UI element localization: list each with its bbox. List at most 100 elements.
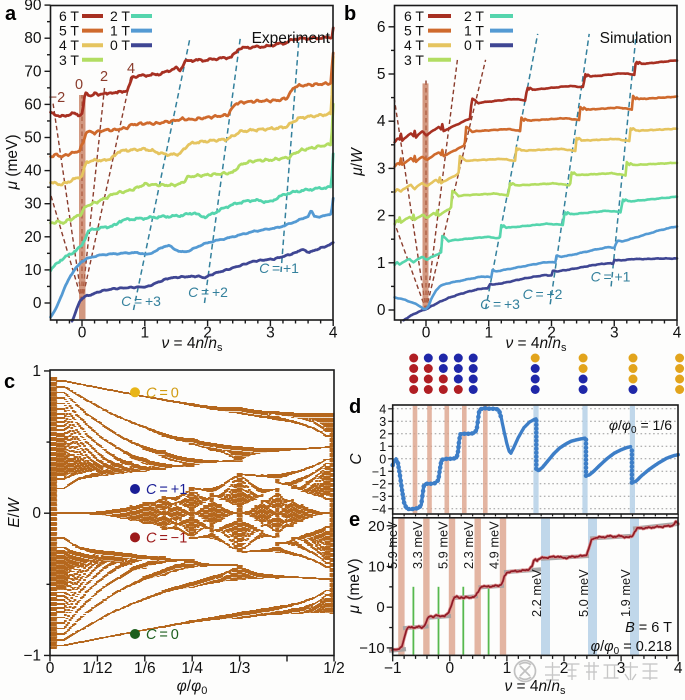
svg-text:4: 4 [674,660,683,677]
svg-text:1: 1 [503,660,512,677]
svg-text:ν = 4n/ns: ν = 4n/ns [504,678,566,697]
svg-text:1 T: 1 T [110,23,130,39]
svg-text:1 T: 1 T [464,23,484,39]
svg-text:C = +1: C = +1 [146,482,187,498]
svg-text:C = +2: C = +2 [188,284,228,300]
svg-text:5 T: 5 T [404,23,424,39]
svg-text:ν = 4n/ns: ν = 4n/ns [161,335,223,354]
svg-text:0 T: 0 T [464,37,484,53]
svg-text:C = +1: C = +1 [259,260,299,276]
svg-text:1: 1 [484,325,493,342]
svg-text:1: 1 [379,440,386,454]
svg-text:50: 50 [24,130,42,147]
svg-text:2: 2 [377,208,386,225]
svg-text:Experiment: Experiment [252,30,331,47]
svg-text:1: 1 [32,363,41,380]
svg-text:2 T: 2 T [464,8,484,24]
svg-text:4: 4 [127,61,135,77]
svg-text:1.9 meV: 1.9 meV [618,569,633,617]
svg-text:5.9 meV: 5.9 meV [435,521,450,569]
svg-text:4 T: 4 T [404,37,424,53]
svg-text:0: 0 [379,452,386,466]
svg-text:φ/φ0 = 1/6: φ/φ0 = 1/6 [609,417,672,436]
svg-text:1: 1 [140,325,149,342]
svg-text:C: C [348,453,365,465]
svg-text:C = +2: C = +2 [523,286,563,302]
svg-text:1: 1 [377,255,386,272]
svg-text:μ/W: μ/W [349,147,366,177]
svg-text:90: 90 [24,0,42,14]
svg-text:2 T: 2 T [110,8,130,24]
svg-text:0 T: 0 T [110,37,130,53]
svg-text:4.9 meV: 4.9 meV [486,521,501,569]
svg-text:3: 3 [610,325,619,342]
svg-text:6 T: 6 T [59,8,79,24]
svg-text:0: 0 [46,660,55,677]
svg-text:5.0 meV: 5.0 meV [576,569,591,617]
svg-text:C = +3: C = +3 [480,296,520,312]
svg-text:2: 2 [203,325,212,342]
svg-text:40: 40 [24,163,42,180]
svg-text:ν = 4n/ns: ν = 4n/ns [505,335,567,354]
svg-text:3: 3 [266,325,275,342]
svg-text:3: 3 [617,660,626,677]
svg-text:6: 6 [377,19,386,36]
svg-text:φ/φ0: φ/φ0 [177,678,208,697]
svg-text:4: 4 [379,402,386,416]
svg-text:3 T: 3 T [59,52,79,68]
svg-text:5: 5 [377,66,386,83]
svg-text:1/3: 1/3 [229,660,251,677]
svg-text:2.2 meV: 2.2 meV [529,569,544,617]
svg-text:2.3 meV: 2.3 meV [461,521,476,569]
svg-text:1/12: 1/12 [82,660,112,677]
svg-text:E/W: E/W [6,497,23,528]
svg-text:0: 0 [78,325,87,342]
svg-text:3.3 meV: 3.3 meV [410,521,425,569]
svg-text:μ (meV): μ (meV) [346,559,363,615]
svg-text:c: c [4,371,15,393]
svg-text:−3: −3 [372,490,386,504]
svg-text:Simulation: Simulation [600,30,672,47]
svg-text:2: 2 [547,325,556,342]
svg-text:2: 2 [560,660,569,677]
svg-text:3: 3 [379,415,386,429]
svg-text:−4: −4 [372,502,386,516]
svg-text:B = 6 T: B = 6 T [625,620,672,636]
svg-text:−2: −2 [372,477,386,491]
svg-text:C = −1: C = −1 [146,530,187,546]
svg-text:4: 4 [673,325,682,342]
svg-text:0: 0 [377,302,386,319]
svg-text:10: 10 [24,262,42,279]
svg-text:−1: −1 [384,660,402,677]
svg-text:2: 2 [100,69,108,85]
svg-text:60: 60 [24,96,42,113]
svg-text:−10: −10 [359,640,384,657]
svg-text:φ/φ0 = 0.218: φ/φ0 = 0.218 [591,639,672,657]
svg-text:a: a [5,3,17,25]
svg-text:5.9 meV: 5.9 meV [385,521,400,569]
svg-text:4: 4 [329,325,338,342]
svg-text:30: 30 [24,196,42,213]
svg-text:0: 0 [32,505,41,522]
svg-text:0: 0 [75,77,83,93]
svg-text:3 T: 3 T [404,52,424,68]
svg-text:0: 0 [445,660,454,677]
svg-text:20: 20 [368,518,385,535]
svg-text:80: 80 [24,30,42,47]
svg-text:0: 0 [33,295,42,312]
svg-text:4 T: 4 T [59,37,79,53]
svg-text:0: 0 [422,325,431,342]
svg-text:2: 2 [379,427,386,441]
svg-text:70: 70 [24,63,42,80]
svg-text:−1: −1 [23,647,41,664]
svg-text:1/4: 1/4 [181,660,203,677]
svg-text:3: 3 [377,160,386,177]
svg-text:C = 0: C = 0 [146,385,179,401]
svg-text:0: 0 [376,599,384,616]
svg-text:C = +1: C = +1 [591,269,631,285]
svg-text:−1: −1 [372,465,386,479]
svg-text:b: b [344,3,356,25]
svg-text:−2: −2 [49,90,66,106]
svg-text:d: d [349,396,361,418]
svg-text:μ (meV): μ (meV) [4,135,21,191]
